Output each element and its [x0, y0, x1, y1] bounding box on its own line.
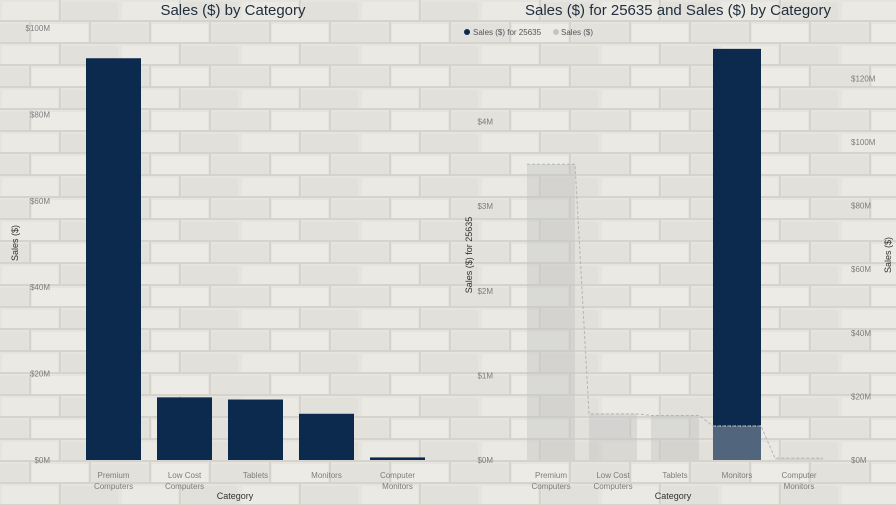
y-tick-label: $20M — [30, 370, 50, 379]
secondary-step-line — [527, 163, 823, 459]
y-tick-label: $0M — [477, 456, 493, 465]
bar-secondary-overlap[interactable] — [713, 425, 761, 460]
y-tick-label: $4M — [477, 118, 493, 127]
chart2-left-y-axis: $0M $1M $2M $3M $4M — [477, 118, 493, 465]
sales-by-category-chart[interactable]: Sales ($) by Category $0M $20M $40M $60M $80… — [10, 2, 425, 501]
x-tick-label: Tablets — [243, 471, 268, 480]
x-tick-label: Monitors — [722, 471, 753, 480]
chart2-right-y-axis: $0M $20M $40M $60M $80M $100M $120M — [851, 74, 876, 465]
x-tick-label: Monitors — [382, 482, 413, 491]
bar-secondary[interactable] — [651, 415, 699, 460]
chart1-x-axis-title: Category — [217, 491, 254, 501]
bar-secondary[interactable] — [527, 164, 575, 460]
y-tick-label: $0M — [34, 456, 50, 465]
x-tick-label: Monitors — [311, 471, 342, 480]
y2-tick-label: $100M — [851, 138, 876, 147]
bar[interactable] — [370, 457, 425, 460]
legend-label-primary: Sales ($) for 25635 — [473, 28, 542, 37]
chart2-y2-axis-title: Sales ($) — [883, 237, 893, 273]
bar-primary[interactable] — [713, 48, 761, 461]
x-tick-label: Computer — [781, 471, 816, 480]
chart1-title: Sales ($) by Category — [160, 2, 306, 19]
bar[interactable] — [86, 58, 141, 461]
legend-swatch-primary — [464, 29, 470, 35]
bar[interactable] — [228, 399, 283, 460]
chart1-x-axis: Premium Computers Low Cost Computers Tablets… — [94, 471, 415, 491]
y2-tick-label: $0M — [851, 456, 867, 465]
chart1-y-axis: $0M $20M $40M $60M $80M $100M — [26, 24, 51, 465]
x-tick-label: Computers — [94, 482, 133, 491]
chart2-title: Sales ($) for 25635 and Sales ($) by Cat… — [525, 2, 831, 19]
chart2-legend[interactable]: Sales ($) for 25635 Sales ($) — [464, 28, 593, 37]
chart2-x-axis: Premium Computers Low Cost Computers Tablets… — [531, 471, 816, 491]
y2-tick-label: $40M — [851, 329, 871, 338]
x-tick-label: Computers — [531, 482, 570, 491]
y2-tick-label: $120M — [851, 74, 876, 83]
x-tick-label: Monitors — [784, 482, 815, 491]
y2-tick-label: $60M — [851, 265, 871, 274]
y-tick-label: $60M — [30, 197, 50, 206]
x-tick-label: Premium — [97, 471, 129, 480]
y-tick-label: $3M — [477, 202, 493, 211]
x-tick-label: Computers — [593, 482, 632, 491]
x-tick-label: Premium — [535, 471, 567, 480]
y-tick-label: $40M — [30, 283, 50, 292]
bar[interactable] — [157, 397, 212, 460]
bar[interactable] — [299, 413, 354, 460]
bar-secondary[interactable] — [775, 458, 823, 460]
sales-25635-vs-category-chart[interactable]: Sales ($) for 25635 and Sales ($) by Cat… — [464, 2, 893, 501]
x-tick-label: Low Cost — [168, 471, 202, 480]
y-tick-label: $2M — [477, 287, 493, 296]
y-tick-label: $100M — [26, 24, 51, 33]
chart1-y-axis-title: Sales ($) — [10, 225, 20, 261]
x-tick-label: Tablets — [662, 471, 687, 480]
chart2-bars[interactable] — [527, 48, 823, 461]
chart2-x-axis-title: Category — [655, 491, 692, 501]
x-tick-label: Computer — [380, 471, 415, 480]
legend-label-secondary: Sales ($) — [561, 28, 593, 37]
bar-secondary[interactable] — [589, 413, 637, 460]
y2-tick-label: $20M — [851, 392, 871, 401]
y2-tick-label: $80M — [851, 202, 871, 211]
legend-swatch-secondary — [553, 29, 559, 35]
y-tick-label: $1M — [477, 371, 493, 380]
x-tick-label: Computers — [165, 482, 204, 491]
x-tick-label: Low Cost — [596, 471, 630, 480]
y-tick-label: $80M — [30, 110, 50, 119]
chart1-bars[interactable] — [86, 58, 425, 461]
chart2-y-axis-title: Sales ($) for 25635 — [464, 217, 474, 294]
